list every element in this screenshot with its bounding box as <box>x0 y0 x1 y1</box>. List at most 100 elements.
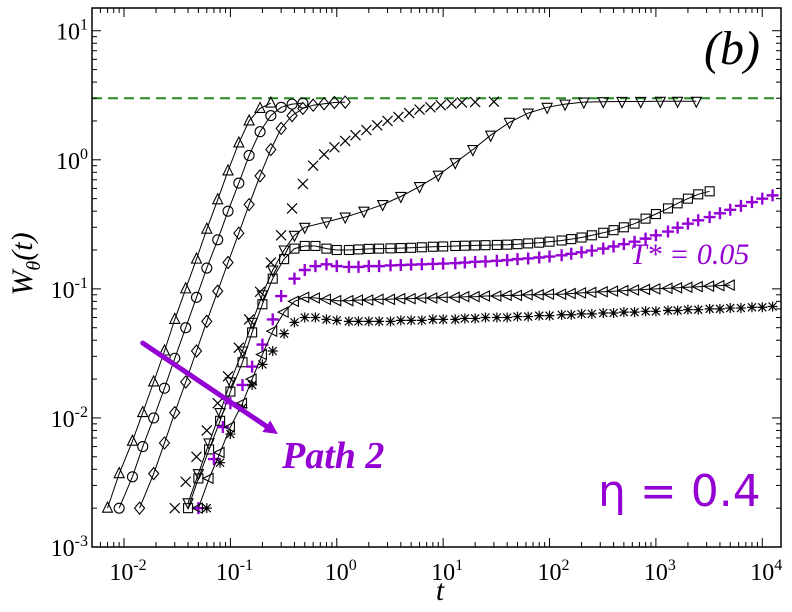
marker-plus <box>724 203 737 216</box>
marker-square <box>693 189 704 200</box>
x-tick-label-exponent: 1 <box>455 557 463 574</box>
y-axis-title-arg: (t) <box>6 232 39 260</box>
marker-triangle-left <box>596 285 608 298</box>
marker-diamond <box>133 501 146 516</box>
marker-triangle-left <box>383 293 396 306</box>
marker-asterisk <box>299 312 310 323</box>
marker-plus <box>320 258 333 271</box>
marker-triangle-up <box>101 500 114 513</box>
x-tick-label-base: 10 <box>538 560 562 586</box>
marker-square <box>353 244 364 255</box>
marker-asterisk <box>640 306 651 317</box>
y-axis-title-sub: θ <box>23 261 45 271</box>
marker-diamond <box>179 375 192 389</box>
marker-triangle-down <box>358 206 370 219</box>
plot-frame <box>91 7 782 548</box>
marker-triangle-down <box>577 97 590 110</box>
marker-asterisk <box>343 316 354 327</box>
marker-triangle-left <box>276 306 289 319</box>
marker-plus <box>713 207 726 220</box>
marker-asterisk <box>512 311 523 322</box>
marker-plus <box>745 196 758 209</box>
marker-square <box>672 198 683 209</box>
x-tick-label: 101 <box>431 557 463 586</box>
marker-triangle-down <box>256 290 269 302</box>
path-arrow-head <box>262 420 278 435</box>
marker-triangle-left <box>574 287 587 299</box>
y-tick-label-exponent: 1 <box>80 17 88 34</box>
series-triangle-down-line <box>187 100 697 503</box>
series-triangle-up <box>101 95 277 513</box>
marker-asterisk <box>556 309 567 320</box>
series-square-line <box>187 190 710 509</box>
marker-triangle-up <box>113 466 126 479</box>
marker-triangle-down <box>432 170 445 183</box>
marker-plus <box>662 225 675 238</box>
series-asterisk <box>201 301 778 514</box>
temperature-label: T* = 0.05 <box>630 238 749 271</box>
marker-asterisk <box>586 308 597 319</box>
marker-plus <box>373 260 386 273</box>
marker-triangle-left <box>403 292 416 305</box>
marker-triangle-down <box>339 212 352 225</box>
marker-x <box>360 124 372 136</box>
marker-x <box>212 397 224 409</box>
marker-plus <box>216 421 229 434</box>
marker-asterisk <box>598 308 609 319</box>
marker-triangle-left <box>201 472 214 485</box>
marker-circle <box>254 126 266 138</box>
marker-x <box>488 96 500 108</box>
marker-plus <box>597 242 610 255</box>
marker-square <box>704 186 715 197</box>
marker-plus <box>533 251 546 264</box>
marker-triangle-left <box>638 283 651 296</box>
marker-triangle-left <box>319 293 332 306</box>
marker-triangle-up <box>211 192 224 205</box>
marker-plus <box>490 254 503 267</box>
marker-triangle-left <box>606 285 619 298</box>
marker-triangle-left <box>531 288 544 301</box>
marker-plus <box>522 252 535 265</box>
marker-triangle-down <box>298 222 311 235</box>
marker-triangle-left <box>648 282 661 295</box>
marker-triangle-down <box>413 182 426 194</box>
marker-square <box>470 240 481 251</box>
marker-triangle-down <box>559 99 571 112</box>
marker-asterisk <box>714 303 725 314</box>
marker-plus <box>607 240 620 253</box>
marker-x <box>286 202 298 214</box>
x-tick-label-exponent: -2 <box>133 557 146 574</box>
marker-asterisk <box>363 316 374 327</box>
x-tick-label-base: 10 <box>216 560 240 586</box>
marker-plus <box>394 259 407 272</box>
marker-square <box>374 243 385 254</box>
marker-x <box>191 451 202 463</box>
marker-x <box>393 111 404 123</box>
marker-circle <box>180 322 192 334</box>
marker-triangle-left <box>584 286 597 299</box>
marker-plus <box>437 257 450 270</box>
marker-triangle-up <box>243 113 256 126</box>
marker-triangle-up <box>147 374 160 387</box>
marker-circle <box>243 149 255 162</box>
marker-triangle-left <box>308 292 320 304</box>
marker-triangle-up <box>136 405 149 418</box>
marker-diamond <box>212 284 224 299</box>
marker-square <box>321 243 332 254</box>
marker-triangle-left <box>542 288 555 301</box>
marker-triangle-up <box>254 101 266 113</box>
marker-square <box>544 236 555 247</box>
x-tick-label-base: 10 <box>644 560 668 586</box>
marker-asterisk <box>576 308 587 319</box>
marker-square <box>523 238 534 249</box>
marker-asterisk <box>225 429 236 440</box>
marker-square <box>299 240 310 252</box>
marker-diamond <box>158 436 171 450</box>
marker-x <box>297 178 309 190</box>
marker-triangle-down <box>616 96 628 109</box>
marker-triangle-left <box>371 293 384 306</box>
marker-x <box>435 99 447 111</box>
marker-asterisk <box>534 310 545 321</box>
marker-asterisk <box>267 346 278 357</box>
